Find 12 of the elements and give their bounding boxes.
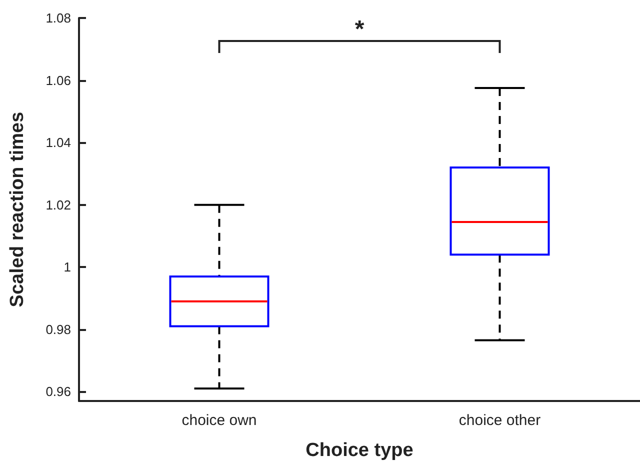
y-tick-label: 1.08 (46, 10, 71, 26)
y-tick-label: 1 (64, 260, 71, 275)
y-tick-label: 0.96 (46, 384, 71, 400)
annotation: * (354, 16, 365, 44)
y-axis-title: Scaled reaction times (7, 112, 28, 308)
y-tick-label: 1.04 (46, 135, 71, 150)
y-tick-label: 1.02 (46, 197, 71, 212)
x-axis-title: Choice type (306, 440, 414, 461)
x-tick-label: choice other (458, 412, 541, 429)
y-tick-label: 0.98 (46, 322, 71, 337)
y-tick-label: 1.06 (46, 72, 71, 88)
x-tick-label: choice own (182, 412, 257, 429)
